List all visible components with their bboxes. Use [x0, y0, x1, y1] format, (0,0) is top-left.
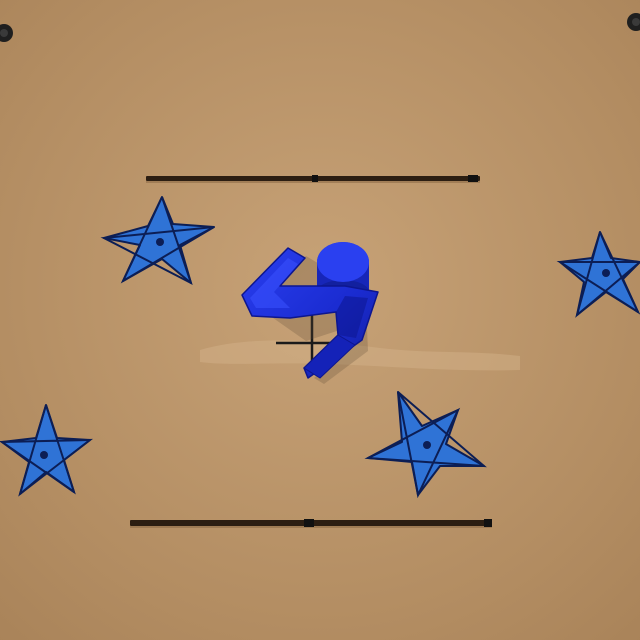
surface-smear — [200, 340, 520, 371]
slot-top — [146, 175, 480, 183]
blue-bracket-object[interactable] — [241, 242, 379, 384]
star-upper-left-icon — [100, 196, 215, 286]
slot-bottom — [130, 519, 492, 528]
screw-top-left-icon — [0, 24, 13, 42]
star-lower-left-icon — [0, 404, 94, 497]
star-right-edge-icon — [556, 231, 640, 318]
star-lower-right-icon — [364, 391, 487, 499]
screw-top-right-icon — [627, 13, 640, 31]
